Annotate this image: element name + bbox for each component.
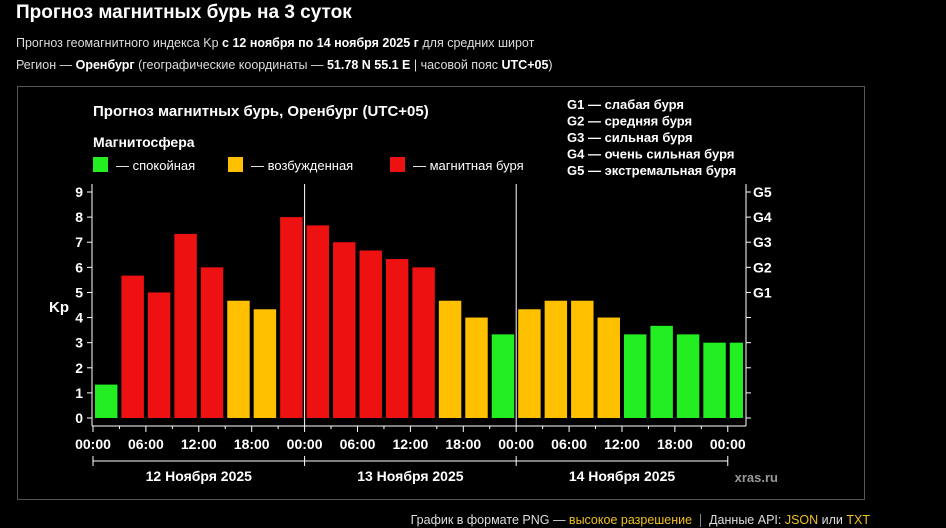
legend-swatch-0: [93, 157, 108, 172]
bar-18: [571, 300, 594, 418]
json-link[interactable]: JSON: [784, 513, 819, 527]
forecast-description-suffix: для средних широт: [418, 36, 535, 50]
x-tick-label-4: 00:00: [287, 436, 323, 452]
bar-6: [253, 309, 277, 418]
x-tick-label-0: 00:00: [75, 436, 111, 452]
x-tick-label-12: 00:00: [710, 436, 746, 452]
region-prefix: Регион —: [16, 58, 76, 72]
y-tick-label-2: 2: [75, 360, 83, 376]
y-tick-label-4: 4: [75, 310, 83, 326]
y-tick-label-7: 7: [75, 234, 83, 250]
bar-1: [121, 275, 144, 418]
y-tick-label-8: 8: [75, 209, 83, 225]
footer-png-prefix: График в формате: [410, 513, 523, 527]
bar-9: [333, 242, 356, 418]
timezone-prefix: | часовой пояс: [410, 58, 502, 72]
y-tick-label-9: 9: [75, 184, 83, 200]
x-tick-label-11: 18:00: [657, 436, 693, 452]
bar-21: [650, 325, 673, 418]
bar-22: [676, 334, 700, 418]
x-tick-label-1: 06:00: [128, 436, 164, 452]
chart-frame: [17, 86, 865, 500]
x-tick-label-9: 06:00: [551, 436, 587, 452]
bar-2: [147, 292, 171, 418]
storm-legend-item-1: G1 — слабая буря: [567, 97, 684, 112]
forecast-description-prefix: Прогноз геомагнитного индекса Kp: [16, 36, 223, 50]
footer-api-prefix: Данные API:: [709, 513, 785, 527]
x-tick-label-8: 00:00: [498, 436, 534, 452]
bar-19: [597, 317, 620, 418]
x-tick-label-3: 18:00: [234, 436, 270, 452]
legend-label-2: — магнитная буря: [413, 158, 524, 173]
day-label-2: 13 Ноября 2025: [357, 468, 464, 484]
bar-20: [623, 334, 647, 418]
bar-0: [95, 384, 118, 418]
bar-3: [174, 233, 197, 418]
y-tick-label-5: 5: [75, 284, 83, 300]
day-label-1: 12 Ноября 2025: [146, 468, 253, 484]
bar-11: [385, 259, 409, 418]
y-tick-label-3: 3: [75, 335, 83, 351]
g-level-label-g2: G2: [753, 259, 772, 275]
high-res-link[interactable]: высокое разрешение: [568, 513, 693, 527]
g-level-label-g3: G3: [753, 234, 772, 250]
footer-divider: [700, 514, 702, 528]
storm-legend-item-4: G4 — очень сильная буря: [567, 147, 734, 162]
y-axis-label: Kp: [49, 299, 69, 316]
g-level-label-g4: G4: [753, 209, 772, 225]
region-coords: 51.78 N 55.1 E: [326, 58, 411, 72]
storm-legend-item-5: G5 — экстремальная буря: [567, 163, 736, 178]
g-level-label-g1: G1: [753, 284, 772, 300]
legend-label-0: — спокойная: [116, 158, 195, 173]
bar-15: [491, 334, 515, 418]
bar-8: [306, 225, 330, 418]
g-level-label-g5: G5: [753, 184, 772, 200]
forecast-description: Прогноз геомагнитного индекса Kp с 12 но…: [16, 36, 534, 50]
footer-or: или: [818, 513, 847, 527]
day-label-3: 14 Ноября 2025: [569, 468, 676, 484]
x-tick-label-2: 12:00: [181, 436, 217, 452]
legend-title: Магнитосфера: [93, 134, 195, 150]
y-tick-label-6: 6: [75, 259, 83, 275]
region-timezone: UTC+05: [501, 58, 549, 72]
region-info: Регион — Оренбург (географические коорди…: [16, 58, 553, 72]
bar-23: [703, 342, 726, 418]
bar-13: [438, 300, 462, 418]
x-tick-label-10: 12:00: [604, 436, 640, 452]
bar-7: [280, 217, 303, 418]
legend-label-1: — возбужденная: [251, 158, 353, 173]
watermark: xras.ru: [735, 470, 778, 485]
bar-12: [412, 267, 435, 418]
legend-swatch-1: [228, 157, 243, 172]
legend-swatch-2: [390, 157, 405, 172]
page-title: Прогноз магнитных бурь на 3 суток: [16, 2, 352, 23]
chart-title: Прогноз магнитных бурь, Оренбург (UTC+05…: [93, 103, 429, 120]
x-tick-label-5: 06:00: [340, 436, 376, 452]
bar-4: [200, 267, 224, 418]
bar-14: [465, 317, 488, 418]
x-tick-label-7: 18:00: [445, 436, 481, 452]
region-name: Оренбург: [75, 58, 135, 72]
region-suffix: ): [548, 58, 553, 72]
bar-24: [729, 342, 743, 418]
forecast-period: с 12 ноября по 14 ноября 2025 г: [222, 36, 419, 50]
bar-17: [544, 300, 568, 418]
bar-16: [518, 309, 541, 418]
storm-legend-item-2: G2 — средняя буря: [567, 114, 692, 129]
png-link[interactable]: PNG: [522, 513, 550, 527]
x-tick-label-6: 12:00: [392, 436, 428, 452]
txt-link[interactable]: TXT: [846, 513, 870, 527]
storm-legend-item-3: G3 — сильная буря: [567, 130, 693, 145]
coords-prefix: (географические координаты —: [134, 58, 327, 72]
footer-dash: —: [549, 513, 569, 527]
y-tick-label-0: 0: [75, 410, 83, 426]
footer: График в формате PNG — высокое разрешени…: [410, 513, 870, 528]
bar-10: [359, 250, 382, 418]
y-tick-label-1: 1: [75, 385, 83, 401]
bar-5: [227, 300, 250, 418]
